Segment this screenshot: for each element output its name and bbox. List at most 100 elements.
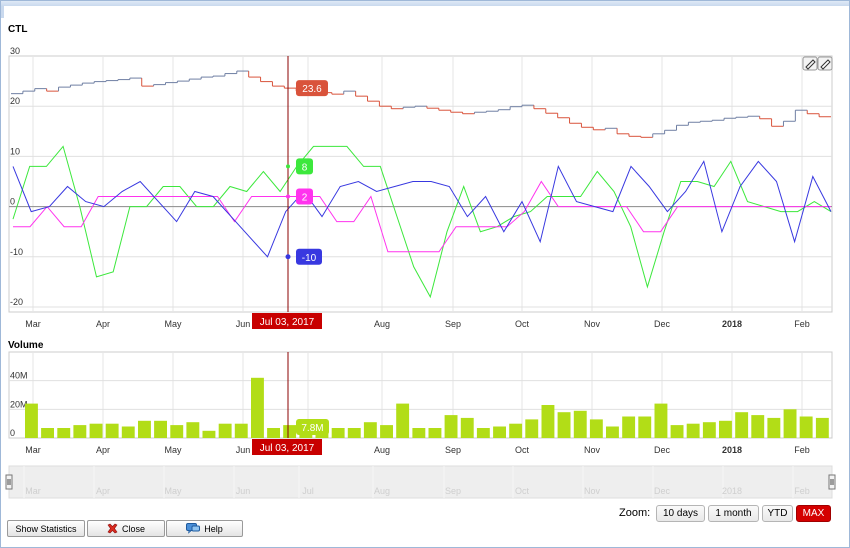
navigator-label: Dec (654, 486, 671, 496)
navigator[interactable]: Mar Apr May Jun Jul Aug Sep Oct Nov Dec 2018 Feb (5, 465, 836, 499)
volume-bar (186, 422, 200, 438)
help-icon (186, 523, 201, 534)
volume-bar (541, 405, 555, 438)
volume-bar (751, 415, 765, 438)
zoom-10-days-button[interactable]: 10 days (656, 505, 705, 522)
green-crosshair-marker (286, 164, 290, 169)
volume-bar (234, 423, 248, 438)
volume-x-tick-label: May (164, 445, 182, 455)
volume-bar (444, 415, 458, 438)
price-value-tag-text: 23.6 (302, 84, 322, 95)
close-button[interactable]: Close (87, 520, 165, 537)
volume-x-tick-label: Feb (794, 445, 810, 455)
green-value-tag (296, 158, 313, 175)
volume-bar (815, 417, 829, 438)
volume-y-tick-label: 0 (10, 428, 15, 438)
navigator-label: Nov (584, 486, 601, 496)
volume-bar (121, 426, 135, 438)
ctl-x-tick-label: Sep (445, 319, 461, 329)
help-button[interactable]: Help (166, 520, 243, 537)
volume-bar (783, 409, 797, 438)
volume-bar (606, 426, 619, 438)
volume-bar (347, 428, 361, 438)
volume-bar (218, 423, 232, 438)
zoom-label: Zoom: (619, 507, 651, 519)
crosshair-date-text: Jul 03, 2017 (260, 443, 315, 454)
blue-series-line (12, 160, 832, 258)
volume-bar (654, 403, 668, 438)
volume-bar (589, 419, 603, 438)
navigator-label: Jun (236, 486, 251, 496)
volume-y-axis-labels: 40M 20M 0 (10, 371, 28, 438)
navigator-label: Jul (302, 486, 314, 496)
volume-bar (412, 428, 426, 438)
zoom-1-month-button[interactable]: 1 month (708, 505, 759, 522)
ctl-x-tick-label: Nov (584, 319, 601, 329)
navigator-right-handle[interactable] (828, 474, 836, 490)
ctl-indicator-lines (12, 145, 832, 299)
volume-bar (267, 428, 280, 438)
navigator-label: Mar (25, 486, 41, 496)
volume-x-tick-label: Oct (515, 445, 530, 455)
ctl-y-tick-label: 30 (10, 46, 20, 56)
volume-bar (476, 428, 490, 438)
green-value-tag-text: 8 (302, 162, 308, 173)
volume-bar (363, 422, 377, 438)
crosshair-date-tag (252, 313, 322, 329)
volume-bar (686, 423, 700, 438)
blue-value-tag-text: -10 (302, 253, 317, 264)
help-label: Help (204, 523, 223, 534)
volume-x-tick-label: Aug (374, 445, 390, 455)
navigator-left-handle[interactable] (5, 474, 13, 490)
volume-bar (105, 423, 119, 438)
volume-x-tick-label: Dec (654, 445, 671, 455)
ctl-chart-title: CTL (8, 24, 27, 35)
close-icon (107, 523, 118, 534)
price-value-tag (296, 80, 328, 97)
ctl-x-tick-label: May (164, 319, 182, 329)
green-series-line (12, 145, 832, 299)
ctl-grid (8, 55, 833, 313)
volume-bar (428, 428, 442, 438)
zoom-ytd-button[interactable]: YTD (762, 505, 793, 522)
navigator-label: 2018 (722, 486, 742, 496)
magenta-value-tag-text: 2 (302, 193, 308, 204)
ctl-x-tick-label: Dec (654, 319, 671, 329)
volume-x-tick-label: Mar (25, 445, 41, 455)
volume-y-tick-label: 40M (10, 371, 28, 381)
volume-bar (719, 420, 732, 438)
volume-bar (509, 423, 523, 438)
window-left-edge (1, 6, 4, 18)
volume-x-tick-label: Sep (445, 445, 461, 455)
zoom-max-button[interactable]: MAX (796, 505, 831, 522)
volume-bar (735, 412, 749, 438)
volume-bar (767, 417, 781, 438)
navigator-label: Aug (374, 486, 390, 496)
volume-bar (622, 416, 636, 438)
navigator-label: Feb (794, 486, 810, 496)
volume-bar (41, 428, 54, 438)
ctl-y-tick-label: -10 (10, 247, 23, 257)
volume-bar (460, 417, 474, 438)
magenta-value-tag (296, 188, 313, 205)
volume-bar (283, 425, 297, 438)
volume-bar (57, 428, 71, 438)
volume-bars (25, 377, 829, 438)
volume-x-tick-label: Nov (584, 445, 601, 455)
close-label: Close (121, 523, 145, 534)
ctl-y-tick-label: 10 (10, 146, 20, 156)
volume-bar (170, 425, 184, 438)
show-statistics-button[interactable]: Show Statistics (7, 520, 85, 537)
volume-bar (202, 430, 216, 438)
volume-bar (138, 420, 151, 438)
navigator-label: Oct (515, 486, 530, 496)
volume-bar (702, 422, 716, 438)
magenta-series-line (13, 180, 831, 253)
navigator-track[interactable] (8, 465, 833, 499)
navigator-label: May (164, 486, 182, 496)
volume-x-tick-label: Apr (96, 445, 110, 455)
ctl-x-tick-label: Apr (96, 319, 110, 329)
volume-chart-title: Volume (8, 340, 44, 351)
